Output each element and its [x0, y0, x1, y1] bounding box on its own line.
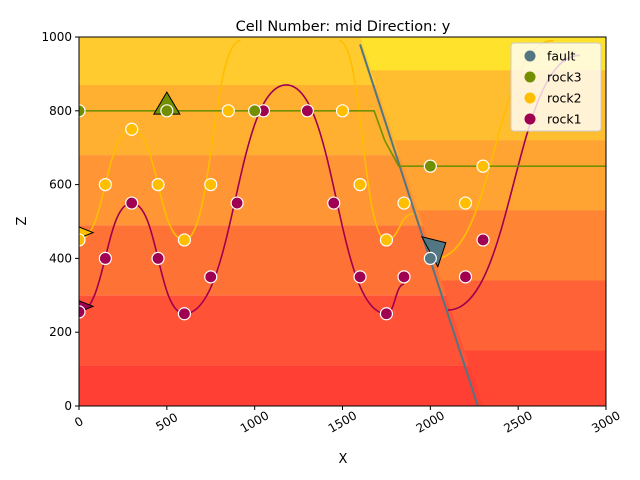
- rock3-point-1: [160, 104, 174, 118]
- rock1-point-4: [177, 307, 191, 321]
- legend-marker-rock2: [524, 92, 536, 104]
- y-tick-label-1: 200: [49, 325, 72, 339]
- background-band-right-3: [394, 140, 606, 211]
- rock1-point-13: [458, 270, 473, 284]
- y-axis-label: Z: [15, 216, 30, 225]
- background-band-right-0: [464, 350, 606, 406]
- x-axis-label: X: [339, 452, 348, 467]
- rock3-point-0: [79, 104, 86, 118]
- x-tick-label-5: 2500: [501, 408, 534, 435]
- y-axis: 0 200 400 600 800 1000: [41, 30, 79, 413]
- legend-marker-fault: [524, 50, 536, 62]
- x-tick-label-3: 1500: [326, 408, 359, 435]
- legend-box: [510, 42, 602, 132]
- rock1-point-5: [204, 270, 218, 284]
- rock2-point-2: [125, 122, 139, 136]
- background-band-right-2: [417, 210, 606, 281]
- rock2-point-7: [335, 104, 350, 118]
- rock2-point-6: [221, 104, 235, 118]
- x-tick-label-6: 3000: [589, 408, 622, 435]
- rock1-point-8: [300, 104, 314, 118]
- y-tick-label-3: 600: [49, 178, 72, 192]
- rock1-point-12: [397, 270, 411, 284]
- legend-label-rock2: rock2: [547, 91, 582, 106]
- y-tick-label-4: 800: [49, 104, 72, 118]
- rock3-contour: [79, 110, 606, 167]
- rock3-point-2: [248, 104, 262, 118]
- y-tick-label-0: 0: [64, 399, 72, 413]
- rock2-point-12: [476, 159, 490, 173]
- rock2-point-0: [79, 233, 86, 247]
- x-axis: 0 500 1000 1500 2000 2500 3000: [72, 406, 623, 436]
- legend-label-rock3: rock3: [547, 70, 582, 85]
- background-band-right-1: [441, 280, 606, 351]
- rock1-point-0: [79, 305, 86, 319]
- rock2-point-9: [379, 233, 394, 247]
- x-tick-label-4: 2000: [414, 408, 447, 435]
- legend-label-rock1: rock1: [547, 112, 582, 127]
- legend-marker-rock1: [524, 113, 536, 125]
- rock2-contour-b: [338, 39, 413, 241]
- rock1-point-1: [98, 251, 112, 265]
- rock2-point-1: [98, 178, 112, 192]
- y-tick-label-2: 400: [49, 251, 72, 265]
- rock1-point-11: [379, 307, 394, 321]
- rock1-point-10: [353, 270, 367, 284]
- legend-label-fault: fault: [547, 49, 575, 64]
- fault-point-0: [423, 251, 437, 265]
- fault-orientation-marker-3: [420, 235, 447, 268]
- rock2-point-11: [458, 196, 473, 210]
- chart-title: Cell Number: mid Direction: y: [236, 19, 451, 35]
- x-tick-label-1: 500: [153, 410, 180, 434]
- fault-line: [359, 44, 479, 406]
- rock2-point-8: [353, 178, 367, 192]
- legend: fault rock3 rock2 rock1: [510, 42, 602, 132]
- x-tick-label-0: 0: [72, 414, 86, 430]
- rock2-point-4: [177, 233, 191, 247]
- x-tick-label-2: 1000: [238, 408, 271, 435]
- rock1-point-9: [327, 196, 341, 210]
- rock1-point-14: [476, 233, 490, 247]
- rock1-point-2: [125, 196, 139, 210]
- rock1-point-3: [151, 251, 165, 265]
- rock2-point-10: [397, 196, 411, 210]
- rock3-point-3: [423, 159, 437, 173]
- rock2-point-5: [204, 178, 218, 192]
- rock2-point-3: [151, 178, 165, 192]
- rock1-point-6: [230, 196, 244, 210]
- y-tick-label-5: 1000: [41, 30, 72, 44]
- legend-marker-rock3: [524, 71, 536, 83]
